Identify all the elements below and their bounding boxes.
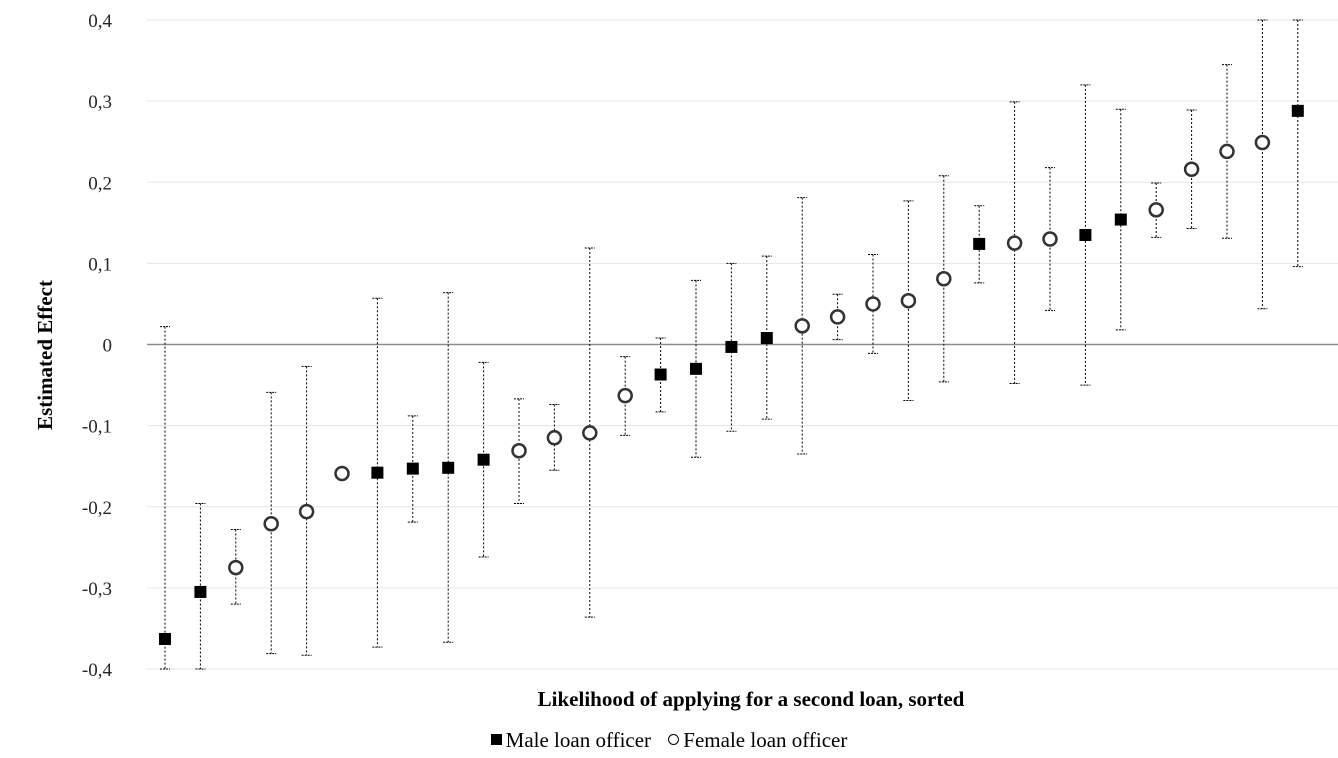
male-officer-point — [159, 632, 171, 645]
male-officer-point — [442, 461, 455, 474]
y-tick-label: 0,4 — [88, 11, 112, 32]
female-officer-point — [546, 430, 563, 446]
y-axis-title: Estimated Effect — [33, 280, 57, 430]
error-bar — [726, 262, 737, 432]
error-bar — [372, 297, 383, 648]
female-officer-point — [1148, 202, 1164, 218]
gridlines — [147, 19, 1338, 670]
male-officer-point — [194, 585, 207, 598]
y-tick-label: -0,4 — [82, 660, 113, 681]
male-officer-point — [371, 466, 384, 479]
legend-item-female: Female loan officer — [668, 728, 847, 753]
female-officer-point — [1183, 161, 1200, 178]
y-tick-label: 0,1 — [88, 254, 112, 275]
female-officer-point — [900, 292, 917, 309]
female-officer-point — [617, 387, 633, 404]
female-officer-point — [263, 516, 279, 532]
error-bar — [974, 205, 985, 284]
male-officer-point — [477, 453, 490, 466]
error-bar — [1222, 64, 1232, 239]
circle-marker-icon — [668, 734, 680, 745]
legend-item-male: Male loan officer — [490, 728, 652, 753]
female-officer-point — [511, 443, 527, 459]
error-bar — [938, 175, 949, 383]
y-tick-labels: -0,4 -0,3 -0,2 -0,1 0 0,1 0,2 0,3 0,4 — [82, 11, 113, 681]
error-bar — [620, 356, 631, 436]
y-tick-label: 0 — [103, 336, 113, 357]
x-axis-title: Likelihood of applying for a second loan… — [538, 687, 965, 711]
female-officer-point — [1219, 143, 1235, 160]
female-officer-point — [1006, 235, 1023, 251]
female-officer-point — [1254, 134, 1271, 151]
female-officer-point — [334, 465, 350, 482]
female-officer-point — [794, 318, 810, 334]
error-bar — [903, 200, 914, 401]
female-officer-point — [228, 559, 244, 576]
error-bar — [1151, 182, 1162, 238]
female-officer-point — [936, 271, 952, 287]
male-officer-point — [690, 362, 702, 375]
male-officer-point — [760, 332, 773, 345]
error-bar — [1115, 108, 1126, 331]
y-tick-label: -0,2 — [82, 498, 112, 519]
error-bar — [266, 391, 277, 655]
error-bar — [1080, 84, 1091, 386]
error-bar — [1186, 109, 1197, 229]
square-marker-icon — [490, 734, 502, 745]
female-officer-point — [1042, 231, 1058, 247]
error-bar — [1292, 19, 1303, 268]
male-officer-point — [406, 462, 419, 475]
legend-label-female: Female loan officer — [683, 728, 848, 752]
male-officer-point — [1079, 228, 1092, 241]
error-bar — [1045, 167, 1055, 311]
male-officer-point — [1114, 213, 1127, 226]
error-bar — [832, 293, 843, 341]
error-bar — [195, 503, 206, 670]
female-officer-point — [298, 503, 315, 520]
male-officer-point — [1291, 104, 1304, 117]
female-officer-point — [865, 296, 881, 312]
y-tick-label: -0,3 — [82, 579, 112, 600]
male-officer-point — [654, 368, 667, 381]
male-officer-point — [725, 340, 738, 353]
error-bar — [443, 292, 454, 643]
error-bar — [1257, 19, 1268, 310]
data-points — [159, 104, 1304, 645]
y-tick-label: 0,2 — [88, 173, 112, 194]
y-tick-label: 0,3 — [88, 92, 112, 113]
female-officer-point — [829, 309, 846, 325]
y-tick-label: -0,1 — [82, 417, 112, 438]
error-bar — [160, 326, 170, 670]
legend-label-male: Male loan officer — [505, 728, 652, 752]
legend: Male loan officer Female loan officer — [0, 728, 1338, 753]
female-officer-point — [582, 425, 598, 441]
male-officer-point — [973, 237, 986, 250]
